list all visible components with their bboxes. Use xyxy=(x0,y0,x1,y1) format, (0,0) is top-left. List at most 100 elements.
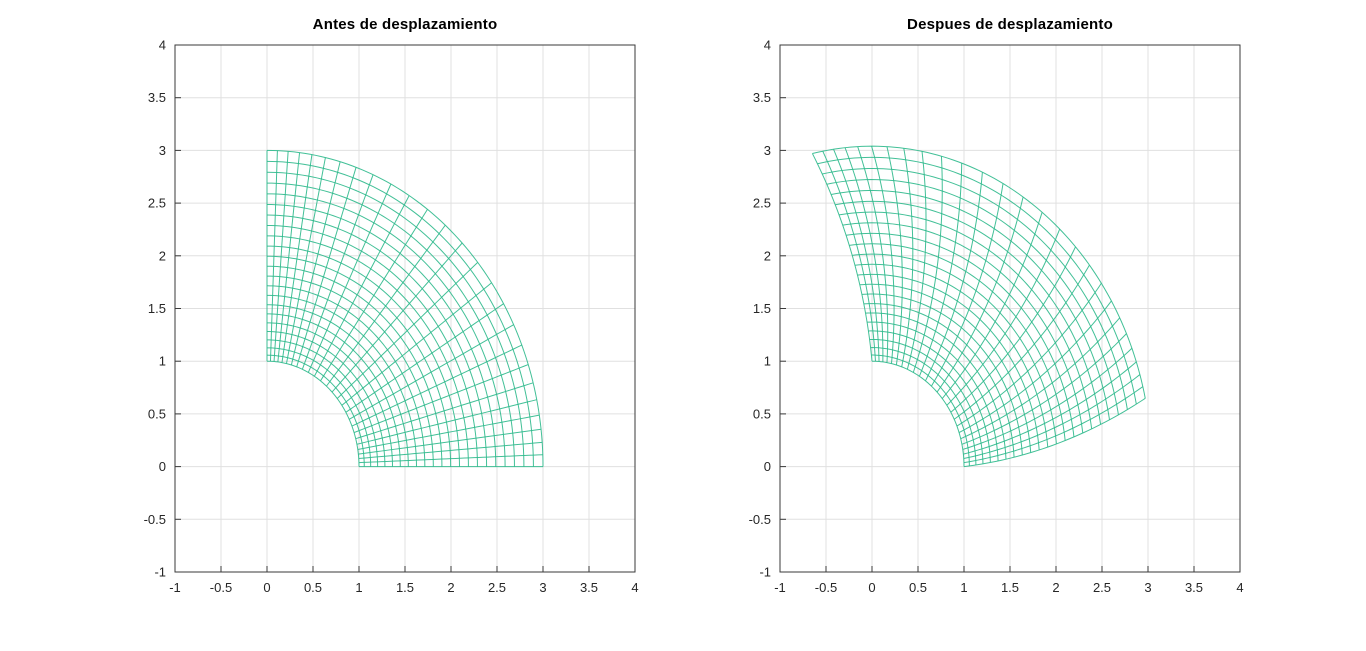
y-tick-label: 3.5 xyxy=(753,90,771,105)
x-tick-label: 3 xyxy=(1144,580,1151,595)
mesh-arc-line xyxy=(865,312,1007,460)
y-tick-label: 0 xyxy=(159,459,166,474)
y-tick-label: 2 xyxy=(764,248,771,263)
x-tick-label: 4 xyxy=(631,580,638,595)
mesh-spoke-line xyxy=(277,152,301,362)
x-tick-label: 1 xyxy=(960,580,967,595)
y-tick-label: 2.5 xyxy=(148,196,166,211)
mesh-spoke-line xyxy=(331,242,463,393)
x-tick-label: 4 xyxy=(1236,580,1243,595)
mesh-spoke-line xyxy=(357,414,540,450)
mesh-spoke-line xyxy=(963,374,1141,460)
plot-title-before: Antes de desplazamiento xyxy=(312,16,498,33)
mesh-spoke-line xyxy=(961,333,1127,445)
mesh-spoke-line xyxy=(358,428,542,455)
x-tick-label: 2 xyxy=(1052,580,1059,595)
mesh-spoke-line xyxy=(313,195,410,377)
mesh-spoke-line xyxy=(285,157,326,364)
x-tick-label: 1.5 xyxy=(396,580,414,595)
x-tick-label: 3.5 xyxy=(580,580,598,595)
mesh-spoke-line xyxy=(307,183,392,373)
mesh-spoke-line xyxy=(356,399,537,445)
y-tick-label: 1.5 xyxy=(148,301,166,316)
mesh-spoke-line xyxy=(822,150,876,362)
mesh-spoke-line xyxy=(930,183,1004,387)
mesh-spoke-line xyxy=(963,386,1144,464)
mesh-spoke-line xyxy=(886,146,903,366)
mesh-spoke-line xyxy=(963,361,1137,455)
mesh-arc-line xyxy=(867,321,999,461)
plot-title-after: Despues de desplazamiento xyxy=(907,16,1113,33)
x-tick-label: 0.5 xyxy=(909,580,927,595)
y-tick-label: 0.5 xyxy=(148,406,166,421)
mesh-spoke-line xyxy=(811,153,873,362)
mesh-spoke-line xyxy=(962,347,1133,450)
mesh-arc-line xyxy=(871,360,965,467)
y-tick-label: 3 xyxy=(159,143,166,158)
mesh-spoke-line xyxy=(871,146,895,364)
mesh-spoke-line xyxy=(341,282,492,406)
mesh-arc-line xyxy=(863,303,1015,458)
mesh-spoke-line xyxy=(301,174,374,370)
mesh-spoke-line xyxy=(946,228,1061,406)
y-tick-label: 0.5 xyxy=(753,406,771,421)
mesh-spoke-line xyxy=(290,161,341,366)
mesh-spoke-line xyxy=(273,151,289,362)
y-tick-label: 1 xyxy=(159,354,166,369)
x-tick-label: 1.5 xyxy=(1001,580,1019,595)
x-tick-label: 1 xyxy=(355,580,362,595)
mesh-spoke-line xyxy=(941,212,1043,399)
mesh-spoke-line xyxy=(857,146,889,363)
x-tick-label: -0.5 xyxy=(210,580,232,595)
x-tick-label: 3 xyxy=(539,580,546,595)
x-tick-label: 2.5 xyxy=(1093,580,1111,595)
mesh-arc-line xyxy=(861,293,1023,456)
mesh-spoke-line xyxy=(918,163,963,377)
mesh-spoke-line xyxy=(958,300,1112,434)
y-tick-label: 4 xyxy=(159,40,166,53)
mesh-spoke-line xyxy=(326,224,446,387)
mesh-spoke-line xyxy=(345,303,504,413)
mesh-spoke-line xyxy=(833,149,880,362)
mesh-spoke-line xyxy=(950,246,1076,413)
mesh-spoke-line xyxy=(320,209,428,382)
axes-canvas-before: -1-1 -0.5 -0.5 0 0 0.5 0.5 1 1 1.5 1.5 2 2 2.5 2.5 3 3 3.… xyxy=(144,40,639,595)
y-tick-label: -1 xyxy=(154,565,166,580)
y-tick-label: 1.5 xyxy=(753,301,771,316)
y-tick-label: 3.5 xyxy=(148,90,166,105)
y-tick-label: 3 xyxy=(764,143,771,158)
y-tick-label: 0 xyxy=(764,459,771,474)
mesh-spoke-line xyxy=(960,317,1121,440)
x-tick-label: 2.5 xyxy=(488,580,506,595)
y-tick-label: 4 xyxy=(764,40,771,53)
mesh-spoke-line xyxy=(336,262,479,399)
y-tick-label: 1 xyxy=(764,354,771,369)
mesh-spoke-line xyxy=(906,151,927,370)
axes-canvas-after: -1-1 -0.5 -0.5 0 0 0.5 0.5 1 1 1.5 1.5 2 2 2.5 2.5 3 3 3.… xyxy=(749,40,1244,595)
mesh-spoke-line xyxy=(963,397,1146,468)
mesh-spoke-line xyxy=(936,196,1024,393)
mesh-spoke-line xyxy=(296,167,357,367)
mesh-spoke-line xyxy=(844,147,884,362)
x-tick-label: 0.5 xyxy=(304,580,322,595)
mesh-spoke-line xyxy=(269,150,278,362)
mesh-spoke-line xyxy=(912,156,943,373)
mesh-arc-line xyxy=(812,145,1146,399)
mesh-arc-line xyxy=(846,232,1075,437)
mesh-spoke-line xyxy=(901,148,914,367)
x-tick-label: 0 xyxy=(263,580,270,595)
x-tick-label: 2 xyxy=(447,580,454,595)
y-tick-label: 2.5 xyxy=(753,196,771,211)
x-tick-label: 3.5 xyxy=(1185,580,1203,595)
mesh-spoke-line xyxy=(281,154,313,363)
mesh-arc-line xyxy=(266,360,360,467)
x-tick-label: 0 xyxy=(868,580,875,595)
mesh-arc-line xyxy=(871,354,970,466)
x-tick-label: -1 xyxy=(169,580,181,595)
mesh-spoke-line xyxy=(925,172,983,382)
mesh-spoke-line xyxy=(358,454,543,464)
x-tick-label: -1 xyxy=(774,580,786,595)
y-tick-label: -0.5 xyxy=(749,512,771,527)
mesh-spoke-line xyxy=(358,441,543,460)
